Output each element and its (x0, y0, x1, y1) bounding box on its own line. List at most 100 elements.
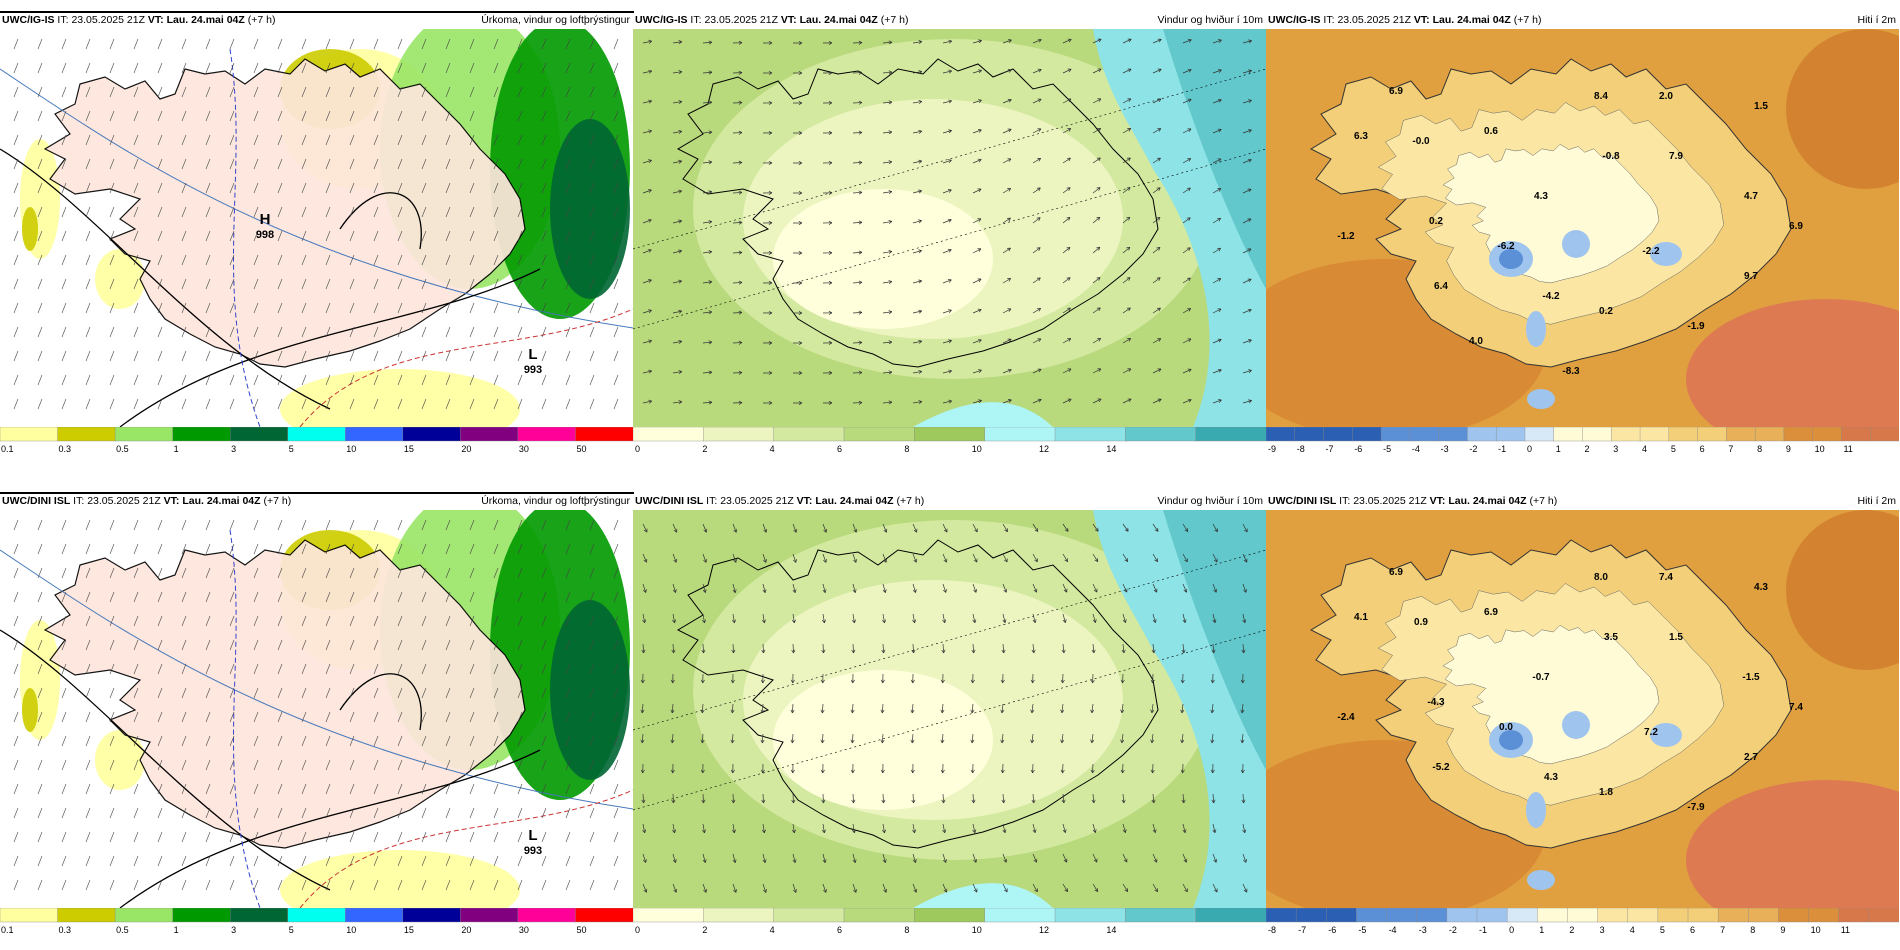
colorbar-swatch (1380, 427, 1411, 442)
wind-map[interactable] (633, 29, 1266, 427)
colorbar-tick-label: 9 (1786, 444, 1791, 454)
colorbar-tick-label: 0 (635, 925, 640, 935)
panel-header: UWC/DINI ISL IT: 23.05.2025 21Z VT: Lau.… (0, 493, 633, 510)
colorbar-swatch (1356, 908, 1388, 923)
temperature-value-label: 6.9 (1389, 567, 1403, 578)
colorbar-swatch (633, 908, 705, 923)
colorbar-tick-label: -4 (1412, 444, 1420, 454)
colorbar-swatch (1125, 427, 1197, 442)
colorbar-swatch (1582, 427, 1612, 442)
colorbar-tick-label: 1 (174, 925, 179, 935)
colorbar-swatch (0, 427, 59, 442)
temperature-value-label: 7.2 (1644, 727, 1658, 738)
colorbar-swatch (1323, 427, 1354, 442)
colorbar-tick-label: 8 (1750, 925, 1755, 935)
temperature-value-label: 8.4 (1594, 91, 1608, 102)
colorbar-tick-label: 0.1 (1, 925, 14, 935)
colorbar-swatch (1416, 908, 1448, 923)
temperature-value-label: 7.9 (1669, 151, 1683, 162)
colorbar-tick-label: 10 (972, 925, 982, 935)
colorbar-tick-label: 12 (1039, 444, 1049, 454)
colorbar-tick-label: 7 (1720, 925, 1725, 935)
temperature-value-label: 2.0 (1659, 91, 1673, 102)
temperature-value-label: 1.5 (1669, 632, 1683, 643)
temperature-map[interactable]: 6.9 6.3 -0.0 0.6 8.4 2.0 1.5 -0.8 7.9 4.3 4.7 0.2 -1… (1266, 29, 1899, 427)
colorbar-swatch (460, 908, 519, 923)
colorbar-swatch (402, 427, 462, 442)
colorbar-swatch (1553, 427, 1584, 442)
temperature-value-label: 7.4 (1789, 702, 1803, 713)
colorbar-tick-label: -5 (1383, 444, 1391, 454)
colorbar-tick-label: 2 (702, 925, 707, 935)
colorbar-tick-label: -1 (1498, 444, 1506, 454)
colorbar-tick-label: 14 (1106, 444, 1116, 454)
temperature-value-label: 6.9 (1389, 86, 1403, 97)
colorbar-swatch (1054, 427, 1127, 442)
colorbar-tick-label: 15 (404, 925, 414, 935)
colorbar-swatch (345, 427, 404, 442)
pressure-center-value: 993 (524, 845, 542, 857)
colorbar-tick-label: 9 (1780, 925, 1785, 935)
colorbar-tick-label: 11 (1843, 444, 1852, 454)
colorbar-tick-label: 6 (1700, 444, 1705, 454)
colorbar-tick-label: 20 (461, 444, 471, 454)
colorbar-tick-label: 3 (1600, 925, 1605, 935)
temperature-value-label: -2.2 (1642, 246, 1660, 257)
colorbar-tick-label: 12 (1039, 925, 1049, 935)
colorbar-tick-label: 8 (904, 925, 909, 935)
colorbar-swatch (402, 908, 462, 923)
wind-map[interactable] (633, 510, 1266, 908)
panel-header: UWC/IG-IS IT: 23.05.2025 21Z VT: Lau. 24… (633, 12, 1266, 29)
temperature-colorbar: -9 -8 -7 -6 -5 -4 -3 -2 -1 0 1 2 3 4 5 6 7 8 9 10 11 (1266, 427, 1899, 454)
colorbar-tick-label: 10 (346, 444, 356, 454)
colorbar-tick-label: 0 (1509, 925, 1514, 935)
temperature-value-label: -1.5 (1742, 672, 1760, 683)
colorbar-tick-label: -8 (1297, 444, 1305, 454)
colorbar-swatch (1409, 427, 1440, 442)
colorbar-tick-label: 4 (770, 925, 775, 935)
colorbar-swatch (1054, 908, 1127, 923)
colorbar-tick-label: 5 (1671, 444, 1676, 454)
colorbar-swatch (984, 908, 1056, 923)
colorbar-swatch (517, 908, 577, 923)
colorbar-tick-label: 8 (1757, 444, 1762, 454)
temperature-value-label: 4.3 (1544, 772, 1558, 783)
colorbar-tick-label: 0.5 (116, 444, 129, 454)
colorbar-tick-label: 15 (404, 444, 414, 454)
colorbar-tick-label: 0 (1527, 444, 1532, 454)
colorbar-tick-label: 6 (837, 925, 842, 935)
colorbar-swatch (287, 908, 346, 923)
temperature-value-label: -4.2 (1542, 291, 1560, 302)
temperature-value-label: -6.2 (1497, 241, 1515, 252)
temperature-value-label: 2.7 (1744, 752, 1758, 763)
colorbar-swatch (114, 908, 174, 923)
colorbar-tick-label: 10 (346, 925, 356, 935)
colorbar-swatch (1352, 427, 1382, 442)
colorbar-tick-label: 1 (174, 444, 179, 454)
colorbar-tick-label: -2 (1449, 925, 1457, 935)
temperature-value-label: 0.2 (1429, 216, 1443, 227)
colorbar-tick-label: -7 (1326, 444, 1334, 454)
colorbar-tick-label: 50 (576, 444, 586, 454)
colorbar-swatch (1717, 908, 1749, 923)
colorbar-swatch (703, 427, 775, 442)
temperature-value-label: -1.9 (1687, 321, 1705, 332)
colorbar-swatch (1524, 427, 1555, 442)
colorbar-swatch (1687, 908, 1719, 923)
temperature-value-label: -5.2 (1432, 762, 1450, 773)
temperature-map[interactable]: 6.9 4.1 0.9 6.9 8.0 7.4 4.3 3.5 1.5 -0.7 -1.5 -4.3 -… (1266, 510, 1899, 908)
colorbar-swatch (1266, 908, 1297, 923)
colorbar-swatch (172, 908, 231, 923)
colorbar-swatch (345, 908, 404, 923)
colorbar-swatch (1506, 908, 1538, 923)
colorbar-tick-label: 5 (1660, 925, 1665, 935)
colorbar-tick-label: -3 (1419, 925, 1427, 935)
pressure-center-type: L (528, 827, 537, 844)
colorbar-swatch (1812, 427, 1843, 442)
colorbar-tick-label: 8 (904, 444, 909, 454)
colorbar-swatch (1294, 427, 1325, 442)
product-title: Vindur og hviður í 10m (1157, 14, 1263, 26)
temperature-value-label: 6.4 (1434, 281, 1448, 292)
